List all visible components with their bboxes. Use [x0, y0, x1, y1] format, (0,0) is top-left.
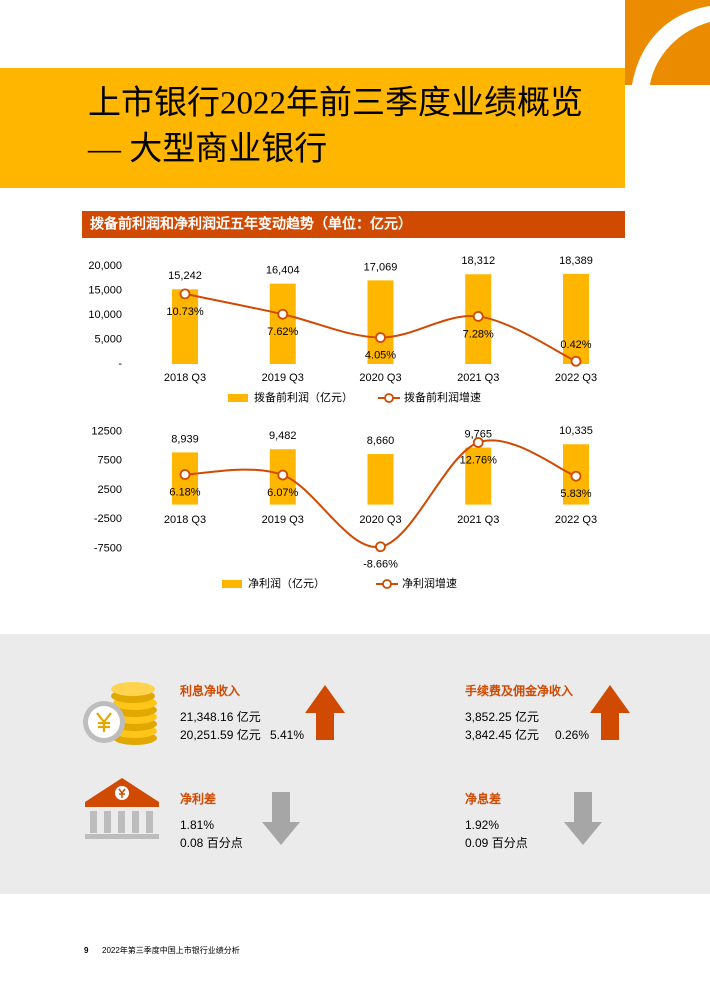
x-tick-label: 2019 Q3 — [262, 514, 304, 526]
down-arrow — [564, 792, 602, 845]
legend-swatch — [228, 394, 248, 402]
bar-value-label: 8,660 — [367, 435, 395, 447]
title-line: — 大型商业银行 — [87, 131, 327, 168]
stat-value: 3,842.45 亿元 — [465, 727, 539, 742]
up-arrow — [590, 685, 630, 740]
line-value-label: 7.28% — [463, 328, 494, 340]
legend-label: 净利润增速 — [402, 576, 457, 590]
line-marker — [570, 470, 582, 482]
y-tick-label: 7500 — [98, 455, 122, 467]
bar-value-label: 15,242 — [168, 270, 202, 282]
stat-label: 手续费及佣金净收入 — [465, 683, 573, 698]
stat-value: 0.08 百分点 — [180, 836, 243, 850]
stat-value: 0.26% — [555, 728, 589, 742]
legend-label: 净利润（亿元） — [248, 576, 325, 590]
stat-value: 0.09 百分点 — [465, 836, 528, 850]
x-tick-label: 2021 Q3 — [457, 372, 499, 384]
bar-value-label: 9,765 — [464, 428, 492, 440]
y-tick-label: 15,000 — [88, 284, 122, 296]
line-marker — [570, 355, 582, 367]
bar-value-label: 17,069 — [364, 261, 398, 273]
line-marker — [472, 437, 484, 448]
down-arrow — [262, 792, 300, 845]
bar-value-label: 10,335 — [559, 425, 593, 437]
stat-label: 净息差 — [465, 791, 501, 806]
line-value-label: 5.83% — [560, 488, 591, 500]
line-value-label: 10.73% — [166, 306, 204, 318]
title-banner — [0, 68, 625, 188]
stat-value: 5.41% — [270, 728, 304, 742]
bar — [367, 280, 394, 364]
legend-marker — [384, 393, 394, 403]
stat-label: 利息净收入 — [180, 683, 240, 698]
bank-icon — [85, 778, 159, 839]
section-title: 拨备前利润和净利润近五年变动趋势（单位：亿元） — [90, 216, 412, 232]
bar-value-label: 18,312 — [461, 255, 495, 267]
y-tick-label: -2500 — [94, 513, 122, 525]
y-tick-label: -7500 — [94, 542, 122, 554]
bar — [563, 273, 589, 364]
coins-icon — [83, 682, 157, 745]
y-tick-label: 20,000 — [88, 260, 122, 272]
page-number: 9 — [84, 946, 89, 955]
line-marker — [375, 332, 386, 343]
line-marker — [179, 288, 191, 300]
bar-value-label: 9,482 — [269, 430, 297, 442]
legend-label: 拨备前利润增速 — [404, 390, 481, 404]
bar-value-label: 16,404 — [266, 265, 300, 277]
bar — [269, 283, 296, 364]
line-value-label: 0.42% — [560, 339, 591, 351]
stat-value: 1.81% — [180, 818, 214, 832]
line-marker — [179, 469, 191, 480]
x-tick-label: 2018 Q3 — [164, 372, 206, 384]
x-tick-label: 2020 Q3 — [359, 372, 401, 384]
legend-marker — [382, 579, 392, 589]
bar — [172, 289, 198, 364]
stat-value: 20,251.59 亿元 — [180, 727, 261, 742]
x-tick-label: 2022 Q3 — [555, 372, 597, 384]
stat-value: 3,852.25 亿元 — [465, 709, 539, 724]
line-marker — [472, 311, 484, 322]
stat-value: 21,348.16 亿元 — [180, 709, 261, 724]
legend-swatch — [222, 580, 242, 588]
stat-value: 1.92% — [465, 818, 499, 832]
stats-panel — [0, 634, 710, 894]
line-marker — [277, 469, 289, 481]
y-tick-label: 2500 — [98, 484, 122, 496]
line-value-label: 6.18% — [169, 486, 200, 498]
footer-text: 2022年第三季度中国上市银行业绩分析 — [102, 945, 240, 955]
stat-label: 净利差 — [180, 791, 216, 806]
x-tick-label: 2022 Q3 — [555, 514, 597, 526]
line-value-label: -8.66% — [363, 559, 398, 571]
line-value-label: 6.07% — [267, 487, 298, 499]
bar — [367, 454, 394, 505]
line-value-label: 7.62% — [267, 326, 298, 338]
legend-label: 拨备前利润（亿元） — [254, 390, 353, 404]
line-value-label: 4.05% — [365, 349, 396, 361]
line-marker — [277, 308, 289, 320]
title-line: 上市银行2022年前三季度业绩概览 — [88, 85, 583, 122]
x-tick-label: 2018 Q3 — [164, 514, 206, 526]
y-tick-label: 12500 — [91, 426, 122, 438]
y-tick-label: 10,000 — [88, 309, 122, 321]
section-bar — [82, 211, 625, 238]
up-arrow — [305, 685, 345, 740]
line-marker — [375, 541, 386, 553]
x-tick-label: 2021 Q3 — [457, 514, 499, 526]
bar-value-label: 8,939 — [171, 433, 199, 445]
y-tick-label: 5,000 — [94, 333, 122, 345]
x-tick-label: 2020 Q3 — [359, 514, 401, 526]
bar-value-label: 18,389 — [559, 255, 593, 267]
bar — [465, 447, 492, 505]
y-tick-label: - — [118, 358, 122, 370]
corner-leaf — [632, 6, 710, 85]
line-value-label: 12.76% — [460, 454, 498, 466]
x-tick-label: 2019 Q3 — [262, 372, 304, 384]
